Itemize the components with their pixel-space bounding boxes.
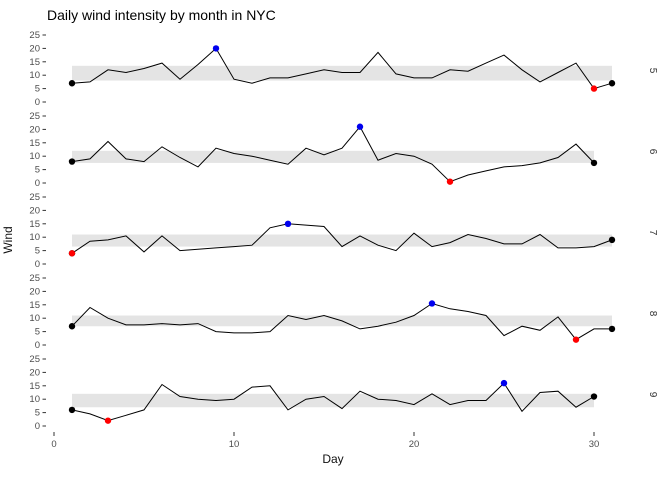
y-axis-label: Wind (1, 226, 15, 253)
max-point-dot (428, 300, 436, 307)
facet-strip-label: 6 (647, 149, 658, 155)
wind-line (71, 125, 595, 183)
y-tick-label: 10 (29, 313, 40, 324)
x-tick-label: 20 (409, 439, 420, 450)
end-endpoint-dot (590, 393, 598, 400)
x-tick-label: 0 (51, 439, 56, 450)
y-tick-label: 5 (35, 246, 40, 257)
y-tick-label: 25 (29, 273, 40, 284)
start-endpoint-dot (68, 323, 76, 330)
y-tick-label: 0 (35, 259, 40, 270)
y-tick-label: 20 (29, 124, 40, 135)
start-endpoint-dot (68, 406, 76, 414)
y-tick-label: 5 (35, 408, 40, 419)
max-point-dot (212, 45, 220, 52)
y-tick-label: 10 (29, 70, 40, 81)
y-tick-label: 5 (35, 84, 40, 95)
end-endpoint-dot (608, 80, 616, 87)
wind-line (71, 382, 595, 422)
y-tick-label: 10 (29, 151, 40, 162)
y-tick-label: 20 (29, 367, 40, 378)
start-endpoint-dot (68, 80, 76, 87)
y-tick-label: 20 (29, 286, 40, 297)
y-tick-label: 10 (29, 232, 40, 243)
x-tick-label: 10 (229, 439, 240, 450)
wind-line (71, 223, 613, 254)
end-endpoint-dot (608, 236, 616, 244)
panels-group: 0 5 10 15 20 25 5 0 5 10 15 20 25 6 0 5 10 15 20 25 7 0 5 10 15 2… (29, 30, 658, 450)
mean-band (72, 150, 594, 163)
max-point-dot (500, 379, 508, 387)
y-tick-label: 25 (29, 30, 40, 41)
facet-strip-label: 7 (647, 230, 658, 236)
facet-strip-label: 8 (647, 311, 658, 317)
min-point-dot (572, 336, 580, 343)
end-endpoint-dot (590, 159, 598, 167)
min-point-dot (104, 417, 112, 424)
y-tick-label: 0 (35, 97, 40, 108)
x-axis-label: Day (322, 452, 343, 466)
y-tick-label: 5 (35, 165, 40, 176)
y-tick-label: 10 (29, 394, 40, 405)
y-tick-label: 15 (29, 138, 40, 149)
wind-line (71, 47, 613, 90)
y-tick-label: 0 (35, 421, 40, 432)
chart-title: Daily wind intensity by month in NYC (47, 7, 276, 23)
x-tick-label: 30 (589, 439, 600, 450)
max-point-dot (356, 123, 364, 130)
y-tick-label: 5 (35, 327, 40, 338)
y-tick-label: 25 (29, 111, 40, 122)
y-tick-label: 20 (29, 43, 40, 54)
facet-strip-label: 9 (647, 392, 658, 398)
y-tick-label: 25 (29, 354, 40, 365)
wind-line (71, 302, 612, 341)
min-point-dot (446, 178, 454, 185)
y-tick-label: 15 (29, 57, 40, 68)
y-tick-label: 20 (29, 205, 40, 216)
y-tick-label: 15 (29, 300, 40, 311)
facet-strip-label: 5 (647, 68, 658, 74)
mean-band (72, 65, 612, 81)
start-endpoint-dot (68, 158, 76, 165)
y-tick-label: 15 (29, 219, 40, 230)
mean-band (72, 393, 594, 408)
y-tick-label: 0 (35, 178, 40, 189)
mean-band (72, 234, 612, 247)
max-point-dot (284, 220, 292, 227)
min-point-dot (68, 250, 76, 257)
end-endpoint-dot (608, 325, 616, 333)
y-tick-label: 0 (35, 340, 40, 351)
y-tick-label: 15 (29, 381, 40, 392)
min-point-dot (590, 85, 598, 92)
y-tick-label: 25 (29, 192, 40, 203)
